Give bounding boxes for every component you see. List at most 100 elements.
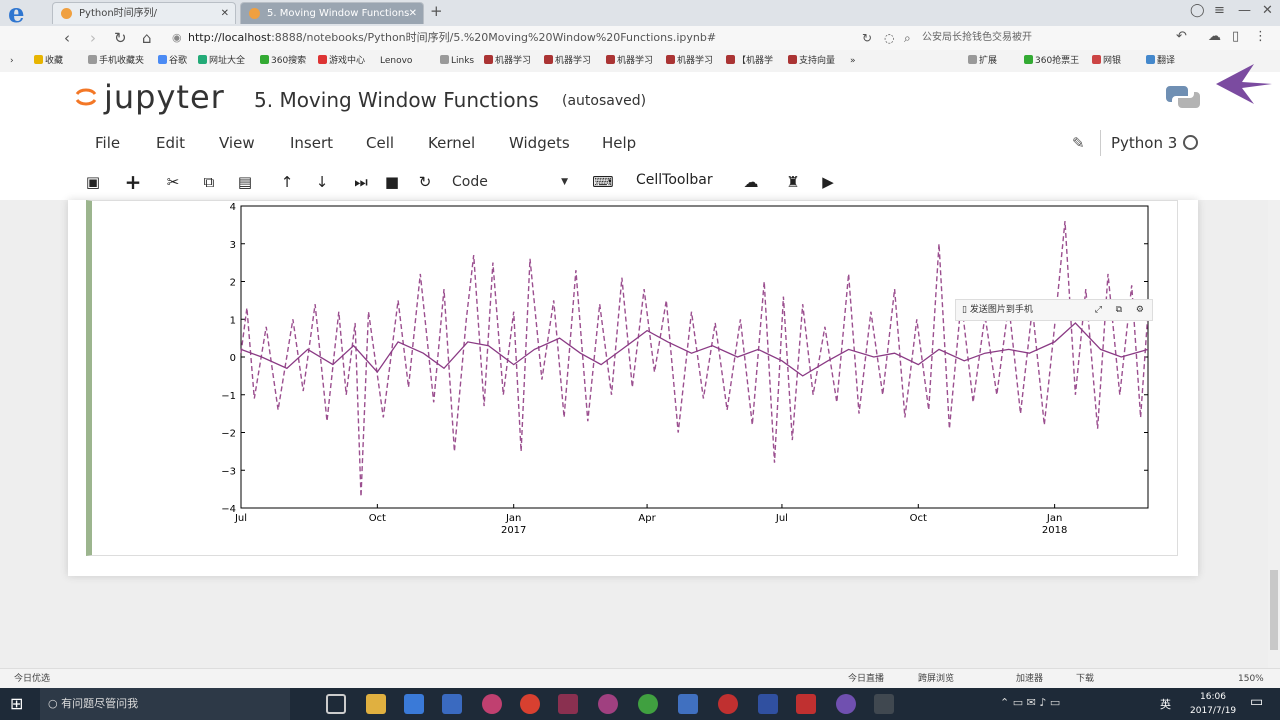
bookmark-item[interactable]: 收藏	[34, 50, 63, 72]
jupyter-logo-icon[interactable]	[74, 85, 98, 109]
search-input[interactable]: 公安局长抢钱色交易被开	[922, 32, 1032, 43]
tab-moving-window[interactable]: 5. Moving Window Functions ✕	[240, 2, 424, 24]
edit-pencil-icon[interactable]: ✎	[1072, 134, 1085, 152]
app-icon[interactable]	[678, 694, 698, 714]
cell-toolbar-button[interactable]: CellToolbar	[636, 172, 713, 188]
menu-insert[interactable]: Insert	[290, 134, 334, 152]
refresh-small-icon[interactable]: ↻	[862, 31, 873, 45]
windows-start-icon[interactable]: ⊞	[10, 694, 24, 713]
keyboard-icon[interactable]: ⌨	[592, 173, 614, 191]
notification-icon[interactable]: ▭	[1250, 694, 1264, 710]
bookmark-item[interactable]: 扩展	[968, 50, 997, 72]
bookmark-item[interactable]: 谷歌	[158, 50, 187, 72]
page-info-icon[interactable]: ◉	[172, 31, 182, 44]
system-clock[interactable]: 16:06 2017/7/19	[1190, 690, 1236, 718]
forward-icon[interactable]: ›	[90, 29, 96, 47]
bookmark-item[interactable]: 游戏中心	[318, 50, 365, 72]
menu-file[interactable]: File	[95, 134, 121, 152]
bookmark-item[interactable]: 手机收藏夹	[88, 50, 144, 72]
stop-icon[interactable]: ■	[384, 173, 400, 191]
menu-widgets[interactable]: Widgets	[509, 134, 570, 152]
tab-python-timeseries[interactable]: Python时间序列/ ✕	[52, 2, 236, 24]
browser-360-icon[interactable]	[638, 694, 658, 714]
cross-screen-link[interactable]: 跨屏浏览	[918, 674, 955, 684]
bookmark-item[interactable]: 360搜索	[260, 50, 306, 72]
close-window-icon[interactable]: ✕	[1262, 3, 1273, 18]
settings-icon[interactable]: ⚙	[1135, 305, 1144, 315]
menu-icon[interactable]: ≡	[1214, 3, 1225, 18]
menu-view[interactable]: View	[219, 134, 255, 152]
more-icon[interactable]: ⋮	[1254, 29, 1267, 44]
download-link[interactable]: 下载	[1076, 674, 1095, 684]
accelerator-link[interactable]: 加速器	[1016, 674, 1044, 684]
cortana-search[interactable]: ○ 有问题尽管问我	[40, 688, 290, 720]
task-view-icon[interactable]	[326, 694, 346, 714]
bookmark-item[interactable]: 【机器学	[726, 50, 773, 72]
live-link[interactable]: 今日直播	[848, 674, 885, 684]
menu-kernel[interactable]: Kernel	[428, 134, 476, 152]
bookmark-item[interactable]: 网银	[1092, 50, 1121, 72]
paste-icon[interactable]: ▤	[237, 173, 253, 191]
skin-icon[interactable]: ◯	[1190, 3, 1205, 18]
app-icon[interactable]	[520, 694, 540, 714]
insert-cell-icon[interactable]: +	[124, 170, 142, 194]
file-explorer-icon[interactable]	[366, 694, 386, 714]
app-icon[interactable]	[558, 694, 578, 714]
app-icon[interactable]	[758, 694, 778, 714]
jupyter-logo-text[interactable]: jupyter	[104, 78, 225, 116]
send-image-popup[interactable]: ▯ 发送图片到手机 ⤢ ⧉ ⚙	[955, 299, 1153, 321]
minimize-icon[interactable]: —	[1238, 3, 1251, 18]
notebook-title[interactable]: 5. Moving Window Functions	[254, 88, 539, 112]
today-picks-link[interactable]: 今日优选	[14, 674, 51, 684]
bookmark-item[interactable]: 机器学习	[484, 50, 531, 72]
close-tab-icon[interactable]: ✕	[220, 8, 229, 19]
scrollbar-thumb[interactable]	[1270, 570, 1278, 650]
move-up-icon[interactable]: ↑	[280, 173, 294, 191]
tray-icons[interactable]: ⌃ ▭ ✉ ♪ ▭	[1000, 696, 1061, 709]
undo-icon[interactable]: ↶	[1176, 29, 1187, 44]
phone-icon[interactable]: ▯	[1232, 29, 1240, 44]
bookmark-item[interactable]: 支持向量	[788, 50, 835, 72]
bookmark-item[interactable]: 机器学习	[666, 50, 713, 72]
youtube-icon[interactable]: ▶	[822, 173, 834, 191]
app-icon[interactable]	[836, 694, 856, 714]
url-input[interactable]: http://localhost:8888/notebooks/Python时间…	[188, 29, 848, 47]
app-icon[interactable]	[482, 694, 502, 714]
vertical-scrollbar[interactable]	[1268, 200, 1280, 668]
save-icon[interactable]: ▣	[85, 173, 101, 191]
cloud-icon[interactable]: ☁	[1208, 29, 1221, 44]
close-tab-icon[interactable]: ✕	[408, 8, 417, 19]
reload-icon[interactable]: ↻	[114, 29, 127, 47]
bookmark-item[interactable]: 360抢票王	[1024, 50, 1079, 72]
acrobat-icon[interactable]	[796, 694, 816, 714]
restart-icon[interactable]: ↻	[418, 173, 432, 191]
bookmark-item[interactable]: Lenovo	[380, 56, 413, 66]
bookmark-item[interactable]: 网址大全	[198, 50, 245, 72]
ime-indicator[interactable]: 英	[1160, 698, 1171, 711]
home-icon[interactable]: ⌂	[142, 29, 152, 47]
app-icon[interactable]	[598, 694, 618, 714]
zoom-level[interactable]: 150%	[1238, 674, 1264, 684]
menu-edit[interactable]: Edit	[156, 134, 186, 152]
move-down-icon[interactable]: ↓	[315, 173, 329, 191]
run-icon[interactable]: ⏭	[354, 173, 368, 191]
bookmarks-overflow-icon[interactable]: »	[850, 56, 856, 66]
copy-icon[interactable]: ⧉	[203, 173, 215, 191]
menu-cell[interactable]: Cell	[366, 134, 395, 152]
bookmark-toggle-icon[interactable]: ›	[10, 56, 14, 66]
new-tab-button[interactable]: +	[430, 2, 443, 20]
cell-type-select[interactable]: Code ▼	[446, 170, 572, 194]
search-icon[interactable]: ⌕	[904, 31, 911, 45]
cut-icon[interactable]: ✂	[166, 173, 180, 191]
copy-icon[interactable]: ⧉	[1115, 305, 1122, 315]
shield-icon[interactable]: ◌	[884, 31, 895, 45]
bookmark-item[interactable]: 机器学习	[544, 50, 591, 72]
bookmark-item[interactable]: 机器学习	[606, 50, 653, 72]
bookmark-item[interactable]: 翻译	[1146, 50, 1175, 72]
cloud-upload-icon[interactable]: ☁	[743, 173, 759, 191]
zoom-icon[interactable]: ⤢	[1094, 305, 1102, 315]
back-icon[interactable]: ‹	[64, 29, 70, 47]
app-icon[interactable]	[874, 694, 894, 714]
store-icon[interactable]	[442, 694, 462, 714]
edge-icon[interactable]	[404, 694, 424, 714]
